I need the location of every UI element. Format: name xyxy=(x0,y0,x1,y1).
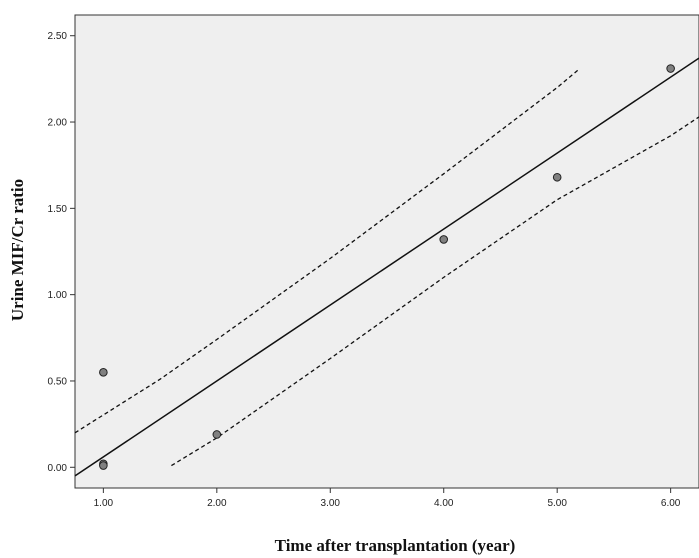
y-axis: 0.00 0.50 1.00 1.50 2.00 2.50 xyxy=(48,31,75,474)
y-tick-label: 2.50 xyxy=(48,31,68,42)
data-point xyxy=(99,461,108,470)
series-group xyxy=(74,57,699,477)
y-tick-label: 2.00 xyxy=(48,118,68,129)
y-tick-label: 1.50 xyxy=(48,204,68,215)
y-tick-label: 0.50 xyxy=(48,376,68,387)
data-point xyxy=(99,368,108,377)
x-tick-label: 2.00 xyxy=(207,498,227,509)
x-tick-label: 4.00 xyxy=(434,498,454,509)
x-axis: 1.00 2.00 3.00 4.00 5.00 6.00 xyxy=(94,488,681,509)
y-tick-label: 0.00 xyxy=(48,463,68,474)
data-point xyxy=(439,235,449,244)
plot-area xyxy=(74,14,699,489)
data-point xyxy=(212,430,222,439)
y-tick-label: 1.00 xyxy=(48,290,68,301)
data-point xyxy=(552,172,562,182)
x-axis-title: Time after transplantation (year) xyxy=(275,536,516,555)
x-tick-label: 1.00 xyxy=(94,498,114,509)
x-tick-label: 3.00 xyxy=(321,498,341,509)
x-tick-label: 5.00 xyxy=(547,498,567,509)
confidence-band-lower xyxy=(171,116,699,467)
confidence-band-upper xyxy=(74,68,581,434)
y-axis-title: Urine MIF/Cr ratio xyxy=(8,179,27,321)
data-point xyxy=(666,64,675,73)
regression-line xyxy=(74,57,699,477)
x-tick-label: 6.00 xyxy=(661,498,681,509)
